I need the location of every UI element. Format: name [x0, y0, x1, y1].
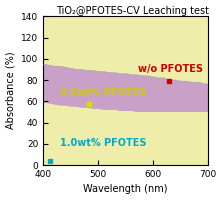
Text: 1.0wt% PFOTES: 1.0wt% PFOTES [60, 138, 146, 148]
Text: w/o PFOTES: w/o PFOTES [138, 64, 203, 74]
X-axis label: Wavelength (nm): Wavelength (nm) [83, 184, 168, 194]
Text: TiO₂@PFOTES-CV Leaching test: TiO₂@PFOTES-CV Leaching test [56, 6, 209, 16]
Y-axis label: Absorbance (%): Absorbance (%) [6, 52, 16, 129]
Text: 0.5wt% PFOTES: 0.5wt% PFOTES [60, 88, 146, 98]
